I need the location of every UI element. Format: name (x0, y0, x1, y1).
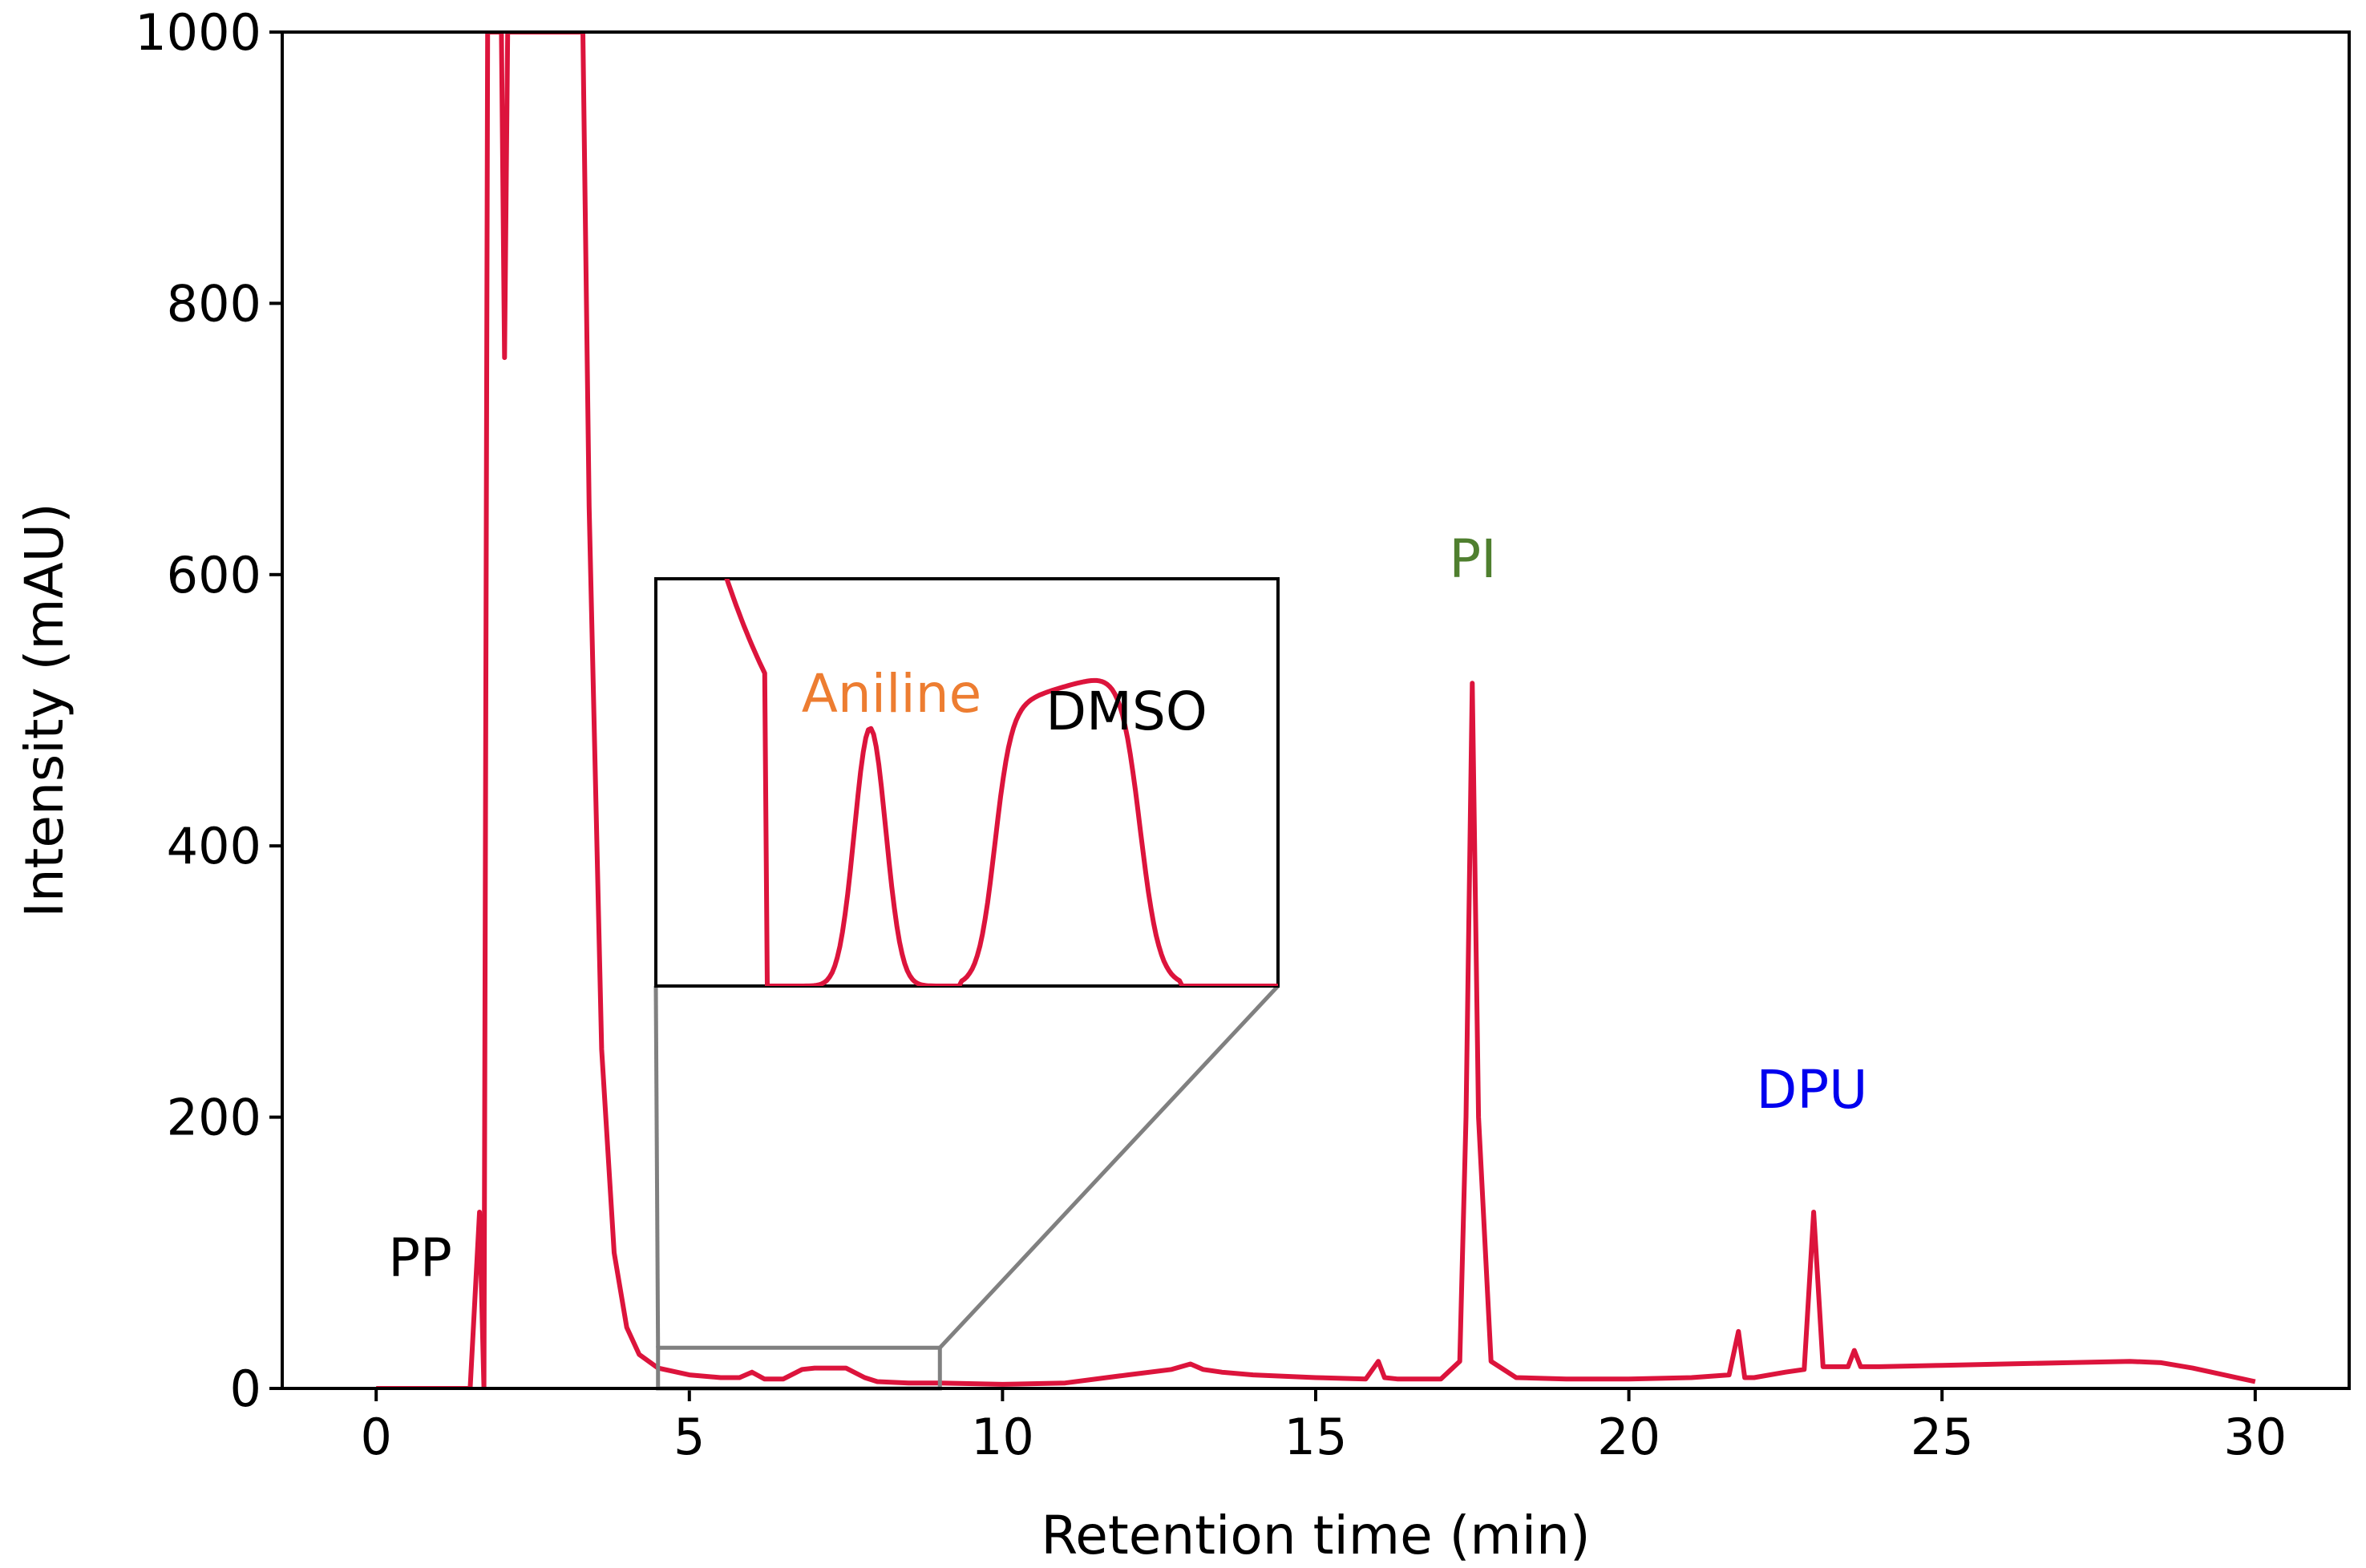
y-tick-label: 400 (167, 817, 261, 875)
x-tick-label: 20 (1597, 1408, 1660, 1466)
y-tick-label: 200 (167, 1089, 261, 1147)
inset-label-dmso: DMSO (1045, 681, 1207, 742)
zoom-connector-right (938, 984, 1280, 1349)
y-tick-label: 800 (167, 274, 261, 333)
inset-frame (654, 577, 1280, 988)
x-tick-label: 10 (971, 1408, 1034, 1466)
x-axis-label: Retention time (min) (1041, 1505, 1590, 1566)
x-tick-label: 25 (1911, 1408, 1974, 1466)
y-axis-label: Intensity (mAU) (14, 503, 75, 918)
y-tick-label: 600 (167, 546, 261, 604)
inset-chromatogram-line (724, 579, 1278, 986)
plot-frame (281, 30, 2351, 1390)
x-tick-label: 5 (673, 1408, 705, 1466)
x-tick-label: 30 (2223, 1408, 2287, 1466)
y-tick-label: 0 (230, 1360, 261, 1418)
annotation-pp: PP (388, 1227, 452, 1289)
zoom-connector-left (653, 985, 661, 1348)
x-tick-label: 0 (360, 1408, 391, 1466)
x-tick-label: 15 (1284, 1408, 1348, 1466)
y-tick-label: 1000 (135, 3, 261, 62)
zoom-inset (653, 577, 1280, 1391)
inset-label-aniline: Aniline (802, 663, 981, 725)
axis-ticks: 0 5 10 15 20 25 30 0 200 400 600 800 1000 (135, 3, 2287, 1466)
annotation-dpu: DPU (1757, 1059, 1868, 1121)
annotation-pi: PI (1449, 528, 1496, 590)
